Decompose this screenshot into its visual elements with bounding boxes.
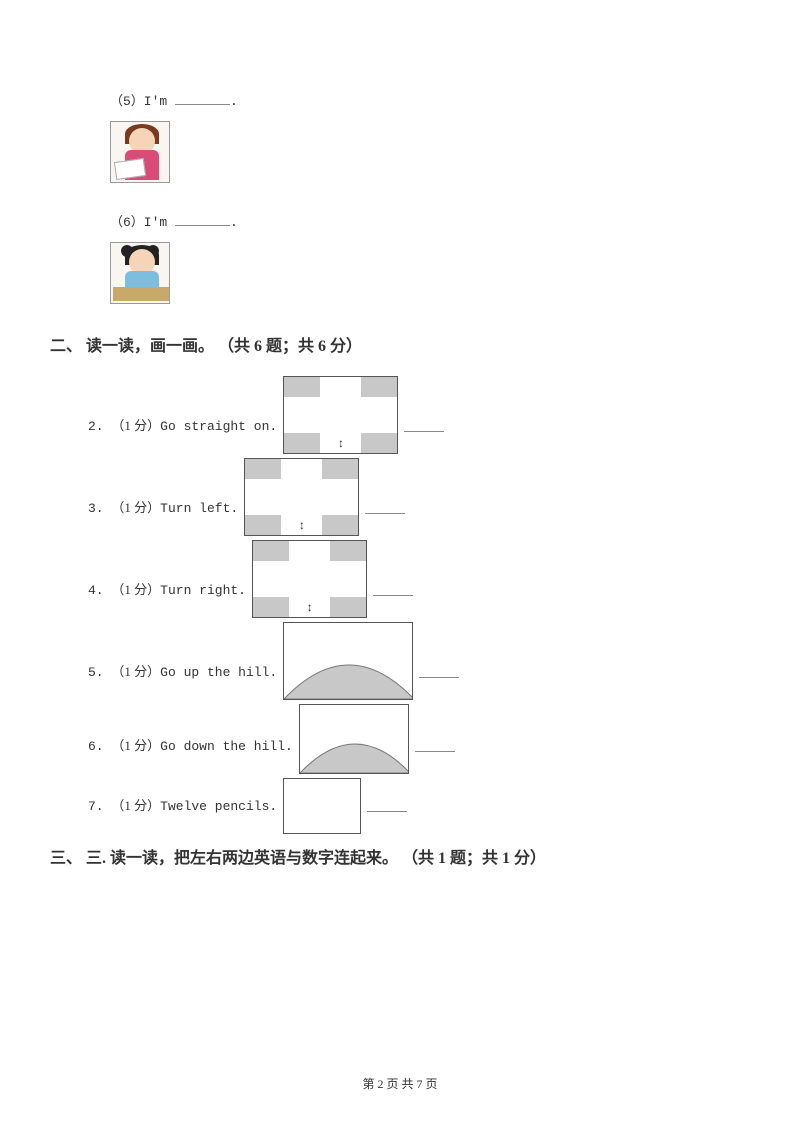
q5-image-girl-writing: [110, 121, 170, 183]
q3-text: 3. （1 分）Turn left.: [88, 497, 238, 536]
question-3: 3. （1 分）Turn left. ↕: [88, 458, 740, 536]
person-icon: ↕: [298, 520, 305, 532]
q5-blank[interactable]: [175, 92, 230, 105]
section-3-header: 三、 三. 读一读，把左右两边英语与数字连起来。 （共 1 题；共 1 分）: [50, 844, 740, 868]
q5b-blank[interactable]: [419, 677, 459, 678]
question-7: 7. （1 分）Twelve pencils.: [88, 778, 740, 834]
q4-text: 4. （1 分）Turn right.: [88, 579, 246, 618]
q5b-text: 5. （1 分）Go up the hill.: [88, 661, 277, 700]
hill-diagram: [299, 704, 409, 774]
question-4: 4. （1 分）Turn right. ↕: [88, 540, 740, 618]
section-2-header: 二、 读一读，画一画。 （共 6 题；共 6 分）: [50, 332, 740, 356]
page-footer: 第 2 页 共 7 页: [0, 1075, 800, 1092]
q4-blank[interactable]: [373, 595, 413, 596]
q6-image-girl-reading: [110, 242, 170, 304]
q5-label: （5）I'm: [110, 94, 175, 109]
question-2: 2. （1 分）Go straight on. ↕: [88, 376, 740, 454]
intersection-diagram: ↕: [283, 376, 398, 454]
intersection-diagram: ↕: [244, 458, 359, 536]
question-5: （5）I'm .: [110, 90, 740, 109]
question-6b: 6. （1 分）Go down the hill.: [88, 704, 740, 774]
q6b-text: 6. （1 分）Go down the hill.: [88, 735, 293, 774]
hill-diagram: [283, 622, 413, 700]
person-icon: ↕: [306, 602, 313, 614]
person-icon: ↕: [337, 438, 344, 450]
question-5b: 5. （1 分）Go up the hill.: [88, 622, 740, 700]
q7-blank[interactable]: [367, 811, 407, 812]
page-content: （5）I'm . （6）I'm . 二、 读一读，画一画。 （共 6 题；共 6…: [0, 0, 800, 928]
q6-label: （6）I'm: [110, 215, 175, 230]
question-6: （6）I'm .: [110, 211, 740, 230]
intersection-diagram: ↕: [252, 540, 367, 618]
q7-text: 7. （1 分）Twelve pencils.: [88, 795, 277, 834]
q6-suffix: .: [230, 215, 238, 230]
q5-suffix: .: [230, 94, 238, 109]
q3-blank[interactable]: [365, 513, 405, 514]
empty-box-diagram: [283, 778, 361, 834]
section-2-items: 2. （1 分）Go straight on. ↕ 3. （1 分）Turn l…: [60, 376, 740, 834]
q6-blank[interactable]: [175, 213, 230, 226]
q2-text: 2. （1 分）Go straight on.: [88, 415, 277, 454]
q6b-blank[interactable]: [415, 751, 455, 752]
q2-blank[interactable]: [404, 431, 444, 432]
